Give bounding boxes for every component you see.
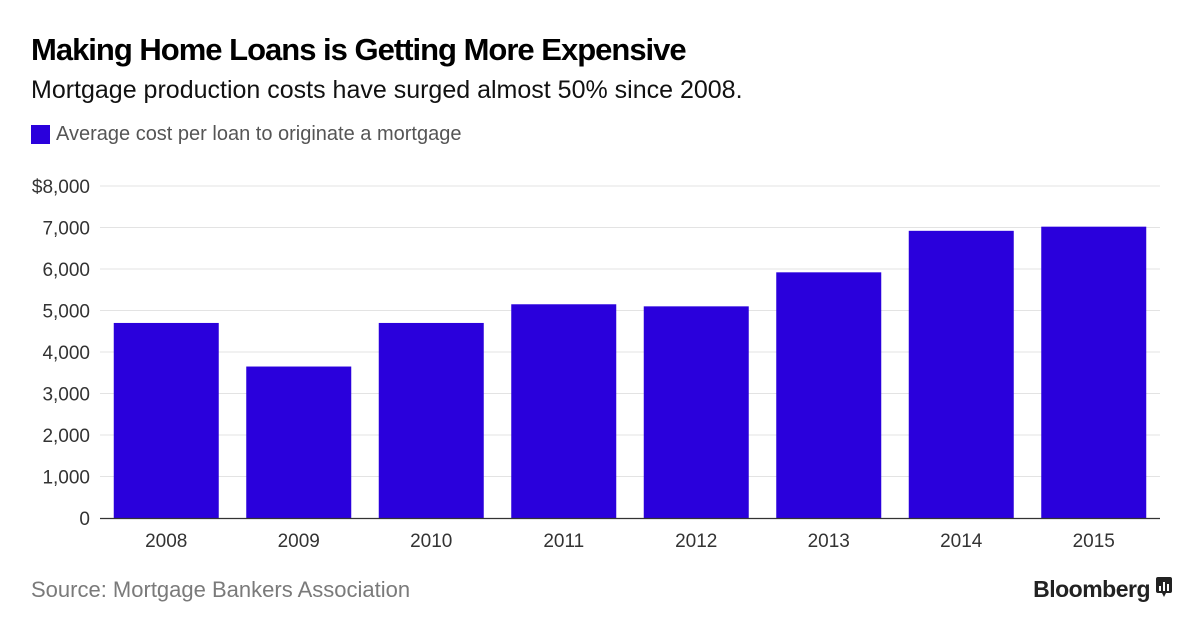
x-tick-label: 2012: [675, 531, 717, 552]
bar-2008: [113, 322, 219, 518]
x-tick-label: 2011: [543, 531, 584, 552]
bar-2010: [378, 322, 484, 518]
y-tick-label: 2,000: [42, 426, 90, 447]
chart-title: Making Home Loans is Getting More Expens…: [31, 32, 687, 67]
source-note: Source: Mortgage Bankers Association: [31, 577, 411, 602]
x-tick-label: 2015: [1073, 531, 1115, 552]
legend-swatch: [31, 125, 50, 144]
bar-2014: [908, 230, 1014, 518]
bar-2011: [511, 304, 617, 518]
bloomberg-logo: Bloomberg: [1033, 576, 1172, 603]
bar-2009: [246, 366, 352, 518]
y-tick-label: 3,000: [42, 385, 90, 406]
y-tick-label: 1,000: [42, 468, 90, 489]
y-tick-label: $8,000: [32, 177, 90, 198]
chart-subtitle: Mortgage production costs have surged al…: [31, 76, 743, 104]
x-tick-label: 2008: [145, 531, 187, 552]
brand-name: Bloomberg: [1033, 576, 1150, 602]
bar-2015: [1041, 226, 1147, 519]
x-tick-label: 2014: [940, 531, 983, 552]
bar-2012: [643, 306, 749, 518]
x-tick-label: 2010: [410, 531, 452, 552]
y-tick-label: 4,000: [42, 343, 90, 364]
bloomberg-chart-icon: [1156, 577, 1172, 602]
chart-legend: Average cost per loan to originate a mor…: [31, 123, 461, 146]
y-tick-label: 5,000: [42, 302, 90, 323]
bar-2013: [776, 272, 882, 518]
x-tick-label: 2009: [278, 531, 320, 552]
legend-label: Average cost per loan to originate a mor…: [56, 123, 462, 145]
y-tick-label: 6,000: [42, 260, 90, 281]
y-tick-label: 0: [79, 509, 90, 530]
y-tick-label: 7,000: [42, 219, 90, 240]
x-tick-label: 2013: [808, 531, 850, 552]
